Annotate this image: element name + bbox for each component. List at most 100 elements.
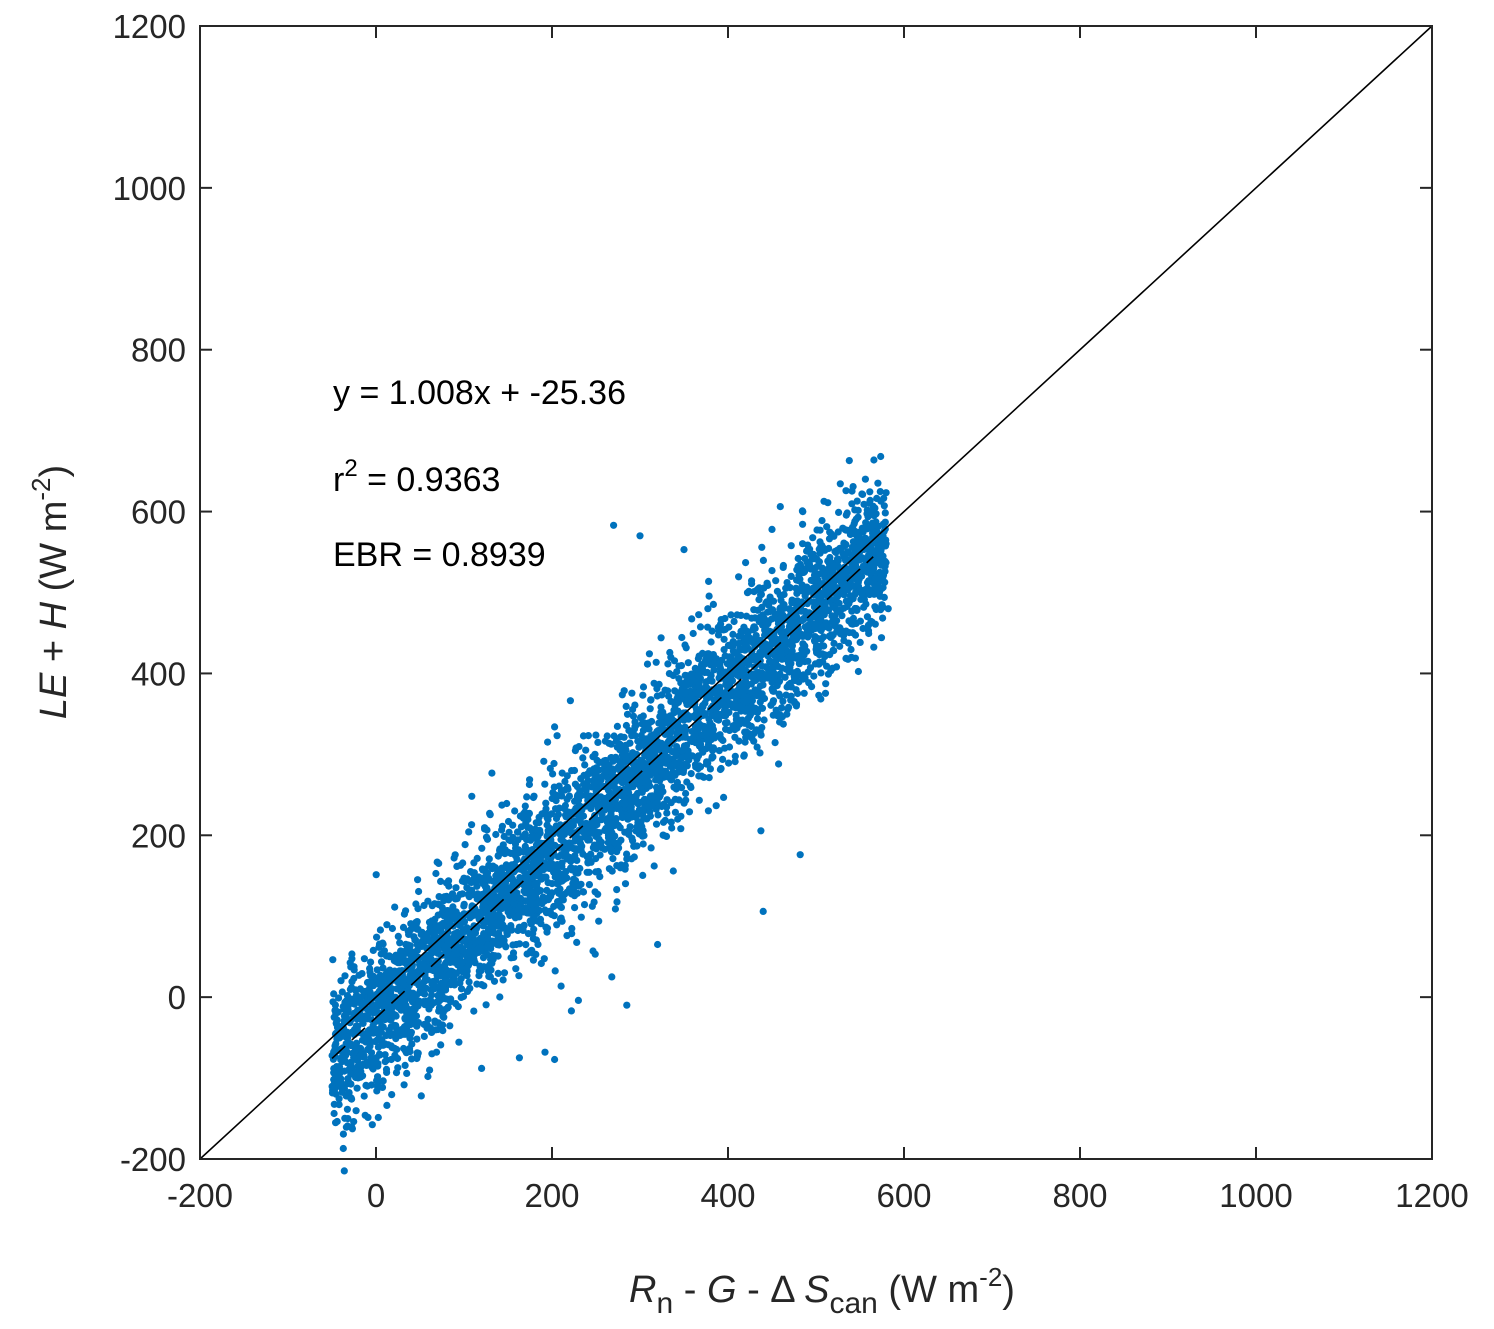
- data-point: [388, 1091, 396, 1099]
- data-point: [879, 602, 887, 611]
- data-point: [780, 590, 788, 599]
- data-point: [435, 997, 443, 1005]
- data-point: [863, 613, 872, 621]
- data-point: [833, 546, 842, 554]
- data-point: [674, 692, 682, 700]
- data-point: [617, 836, 625, 844]
- data-point: [570, 892, 579, 900]
- data-point: [338, 1088, 346, 1096]
- data-point: [801, 623, 809, 631]
- data-point: [356, 999, 364, 1007]
- data-point: [558, 893, 566, 901]
- data-point: [650, 679, 658, 687]
- data-point: [747, 653, 756, 661]
- data-point: [572, 804, 580, 813]
- data-point: [847, 645, 855, 654]
- x-axis-title-part: -: [673, 1269, 707, 1311]
- data-point: [721, 614, 729, 623]
- data-point: [550, 912, 558, 920]
- data-point: [407, 1015, 415, 1023]
- data-point: [400, 1023, 408, 1031]
- data-point: [515, 972, 523, 980]
- data-point: [523, 793, 531, 801]
- data-point: [853, 532, 861, 540]
- data-point: [664, 687, 672, 695]
- data-point: [682, 789, 690, 798]
- data-point: [707, 736, 715, 744]
- data-point: [615, 757, 624, 765]
- data-point: [424, 1072, 432, 1081]
- data-point: [628, 732, 636, 740]
- data-point: [623, 850, 631, 858]
- data-point: [364, 1035, 372, 1043]
- data-point: [365, 1005, 373, 1013]
- data-point: [819, 570, 828, 578]
- data-point: [687, 770, 695, 778]
- data-point: [544, 816, 552, 824]
- data-point: [377, 982, 385, 990]
- data-point: [494, 852, 502, 860]
- data-point: [426, 938, 434, 946]
- data-point: [842, 627, 850, 635]
- data-point: [795, 575, 804, 583]
- data-point: [570, 875, 578, 883]
- data-point: [834, 591, 842, 599]
- data-point: [817, 669, 825, 677]
- data-point: [797, 656, 805, 664]
- data-point: [663, 809, 671, 817]
- data-point: [432, 869, 440, 878]
- data-point: [826, 553, 834, 562]
- data-point: [758, 704, 767, 712]
- data-point: [657, 739, 666, 747]
- data-point: [636, 798, 645, 806]
- data-point: [347, 999, 355, 1007]
- data-point: [705, 774, 713, 782]
- data-point-outlier: [623, 1001, 631, 1009]
- data-point: [634, 737, 642, 745]
- data-point: [608, 771, 616, 779]
- data-point: [688, 615, 696, 623]
- data-point: [691, 761, 700, 769]
- data-point: [646, 808, 654, 816]
- data-point: [368, 1016, 376, 1024]
- data-point: [779, 697, 787, 705]
- data-point: [653, 798, 661, 806]
- data-point: [775, 690, 783, 698]
- data-point: [529, 949, 537, 957]
- data-point: [657, 634, 665, 642]
- data-point: [338, 988, 346, 996]
- data-point: [379, 940, 387, 948]
- data-point: [369, 972, 377, 980]
- data-point: [537, 839, 545, 847]
- data-point: [544, 879, 552, 887]
- data-point: [618, 813, 627, 822]
- data-point: [452, 884, 460, 892]
- data-point: [696, 623, 705, 631]
- data-point: [420, 1032, 428, 1040]
- data-point: [881, 509, 889, 517]
- data-point: [871, 575, 880, 583]
- data-point: [561, 777, 569, 786]
- data-point: [589, 947, 597, 955]
- data-point: [619, 790, 628, 798]
- data-point: [602, 756, 610, 765]
- data-point: [823, 662, 831, 670]
- data-point: [330, 990, 338, 998]
- data-point-outlier: [878, 584, 886, 593]
- data-point: [573, 938, 581, 947]
- data-point: [592, 868, 600, 876]
- data-point: [768, 685, 776, 694]
- data-point: [525, 809, 534, 818]
- data-point-outlier: [759, 907, 767, 916]
- data-point: [568, 924, 576, 933]
- data-point: [804, 657, 812, 665]
- data-point: [491, 878, 499, 886]
- data-point: [542, 864, 550, 872]
- data-point: [542, 799, 550, 807]
- data-point: [437, 877, 445, 886]
- data-point: [446, 958, 454, 967]
- data-point: [400, 1081, 408, 1089]
- data-point: [465, 978, 473, 986]
- data-point: [629, 797, 638, 806]
